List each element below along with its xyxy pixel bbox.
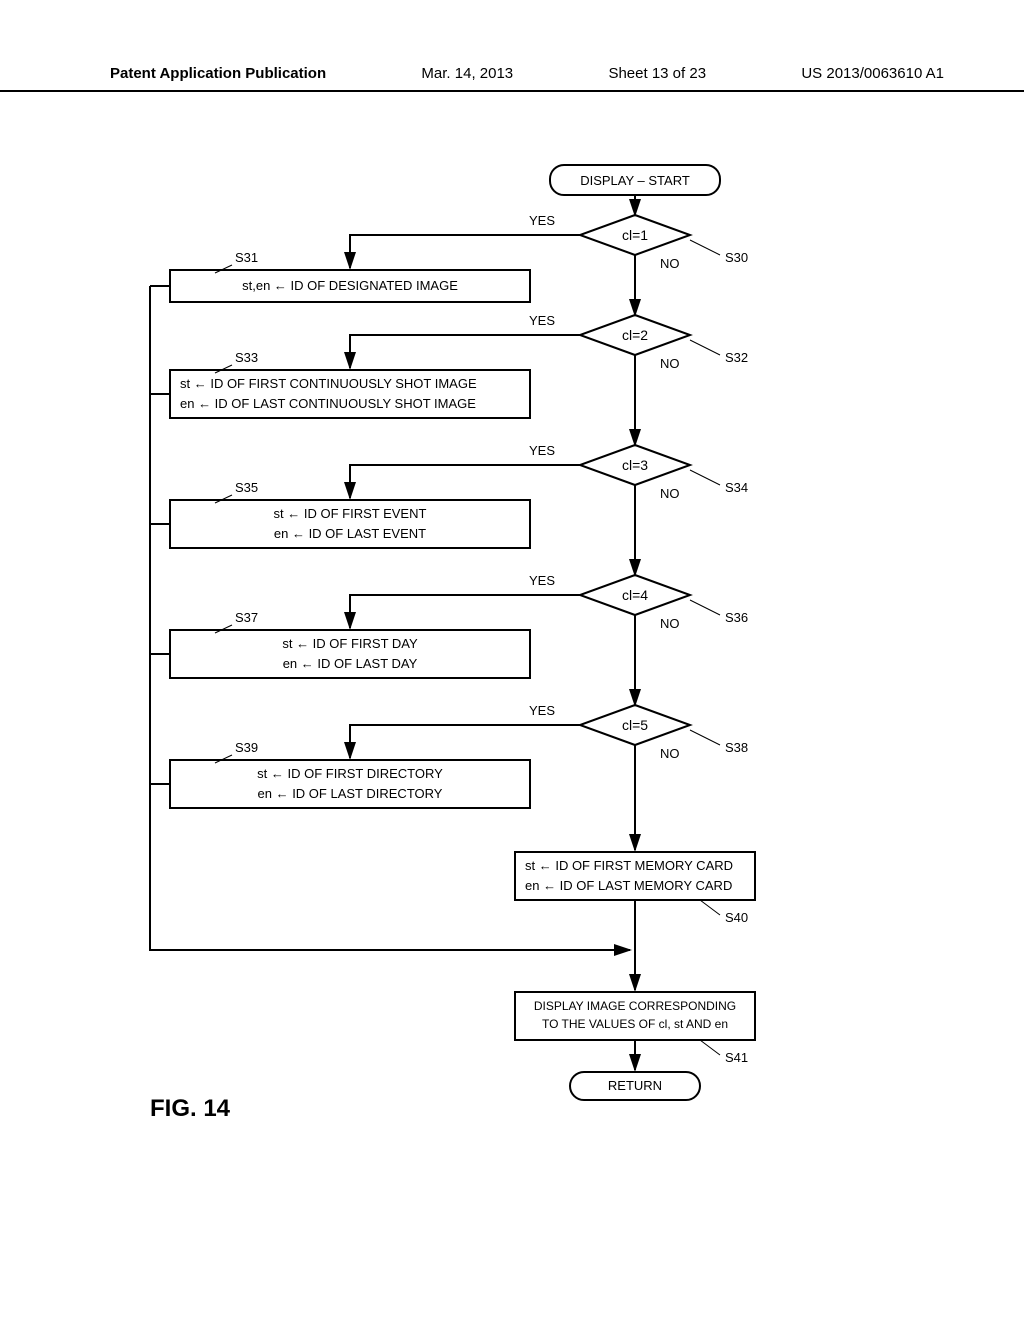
svg-text:NO: NO [660,486,680,501]
svg-text:S34: S34 [725,480,748,495]
svg-text:cl=3: cl=3 [622,457,648,473]
figure-label: FIG. 14 [150,1095,230,1123]
svg-text:en ← ID OF LAST DAY: en ← ID OF LAST DAY [283,656,418,671]
svg-text:YES: YES [529,213,555,228]
svg-text:RETURN: RETURN [608,1078,662,1093]
publication-date: Mar. 14, 2013 [421,65,513,82]
svg-text:NO: NO [660,356,680,371]
svg-text:en ← ID OF LAST CONTINUOUSLY S: en ← ID OF LAST CONTINUOUSLY SHOT IMAGE [180,396,476,411]
svg-text:en ← ID OF LAST DIRECTORY: en ← ID OF LAST DIRECTORY [258,786,443,801]
svg-text:S35: S35 [235,480,258,495]
svg-text:cl=5: cl=5 [622,717,648,733]
svg-text:cl=1: cl=1 [622,227,648,243]
edge [350,335,580,368]
svg-text:st ← ID OF FIRST DAY: st ← ID OF FIRST DAY [282,636,418,651]
decision-s34: cl=3 YES NO S34 [529,443,748,501]
decision-s30: cl=1 YES NO S30 [529,213,748,271]
svg-text:YES: YES [529,313,555,328]
svg-text:YES: YES [529,703,555,718]
svg-text:YES: YES [529,573,555,588]
svg-text:S37: S37 [235,610,258,625]
svg-text:YES: YES [529,443,555,458]
svg-text:S38: S38 [725,740,748,755]
decision-s36: cl=4 YES NO S36 [529,573,748,631]
svg-text:st ← ID OF FIRST DIRECTORY: st ← ID OF FIRST DIRECTORY [257,766,443,781]
svg-text:en ← ID OF LAST EVENT: en ← ID OF LAST EVENT [274,526,426,541]
svg-text:NO: NO [660,746,680,761]
svg-text:cl=2: cl=2 [622,327,648,343]
publication-label: Patent Application Publication [110,65,326,82]
svg-text:NO: NO [660,256,680,271]
svg-text:en ← ID OF LAST MEMORY CARD: en ← ID OF LAST MEMORY CARD [525,878,732,893]
sheet-number: Sheet 13 of 23 [608,65,706,82]
svg-text:st ← ID OF FIRST MEMORY CARD: st ← ID OF FIRST MEMORY CARD [525,858,733,873]
svg-text:S32: S32 [725,350,748,365]
decision-s38: cl=5 YES NO S38 [529,703,748,761]
edge [350,235,580,268]
terminal-return: RETURN [570,1072,700,1100]
svg-text:S31: S31 [235,250,258,265]
edge [350,465,580,498]
page-header: Patent Application Publication Mar. 14, … [0,65,1024,92]
svg-text:TO THE VALUES OF cl, st AND en: TO THE VALUES OF cl, st AND en [542,1017,728,1031]
svg-text:st ← ID OF FIRST EVENT: st ← ID OF FIRST EVENT [274,506,427,521]
edge [350,595,580,628]
edge [350,725,580,758]
svg-text:S40: S40 [725,910,748,925]
svg-text:S39: S39 [235,740,258,755]
terminal-start: DISPLAY – START [550,165,720,195]
svg-text:S30: S30 [725,250,748,265]
decision-s32: cl=2 YES NO S32 [529,313,748,371]
svg-text:DISPLAY – START: DISPLAY – START [580,173,690,188]
publication-number: US 2013/0063610 A1 [801,65,944,82]
svg-text:S41: S41 [725,1050,748,1065]
svg-text:DISPLAY IMAGE CORRESPONDING: DISPLAY IMAGE CORRESPONDING [534,999,736,1013]
svg-text:NO: NO [660,616,680,631]
svg-text:st ← ID OF FIRST CONTINUOUSLY: st ← ID OF FIRST CONTINUOUSLY SHOT IMAGE [180,376,477,391]
svg-text:S33: S33 [235,350,258,365]
svg-text:S36: S36 [725,610,748,625]
svg-text:st,en ← ID OF DESIGNATED IMAGE: st,en ← ID OF DESIGNATED IMAGE [242,278,458,293]
svg-text:cl=4: cl=4 [622,587,648,603]
flowchart-svg: DISPLAY – START cl=1 YES NO S30 st,en ← … [60,150,960,1150]
